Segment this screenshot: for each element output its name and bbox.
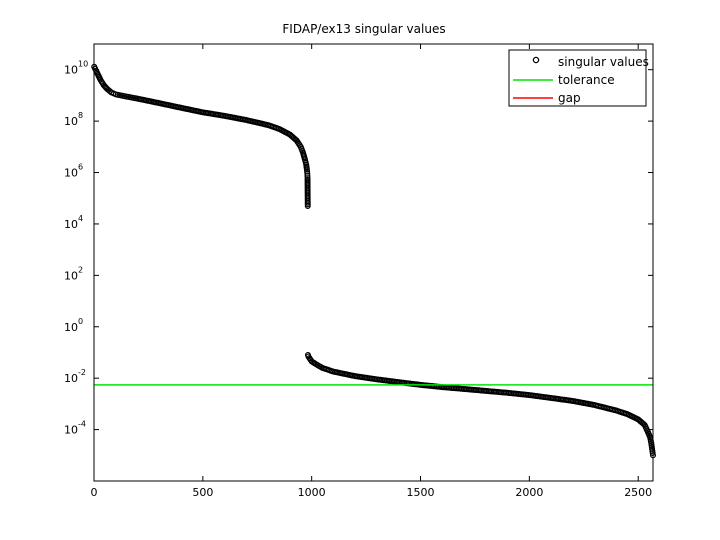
- legend-box: [508, 49, 647, 107]
- y-tick-label: 108: [64, 111, 83, 128]
- y-tick-label: 104: [64, 214, 83, 231]
- x-tick-label: 2000: [515, 486, 543, 499]
- x-tick-label: 1000: [298, 486, 326, 499]
- chart-title: FIDAP/ex13 singular values: [282, 22, 445, 36]
- legend-label: tolerance: [558, 73, 615, 87]
- y-tick-label: 10-2: [64, 368, 86, 385]
- plot-area: 0 500 1000 1500 2000 2500 10-4 10-2 100 102 104 106…: [64, 44, 656, 499]
- plot-frame: [93, 43, 654, 482]
- x-tick-label: 2500: [624, 486, 652, 499]
- legend-marker-singular-values: [532, 56, 540, 64]
- x-tick-label: 1500: [407, 486, 435, 499]
- x-tick-label: 500: [192, 486, 213, 499]
- legend-label: gap: [558, 91, 581, 105]
- y-tick-label: 102: [64, 265, 83, 282]
- legend-label: singular values: [558, 55, 649, 69]
- y-tick-label: 100: [64, 317, 83, 334]
- singular-value-point: [304, 172, 311, 179]
- x-tick-label: 0: [91, 486, 98, 499]
- legend: singular values tolerance gap: [508, 49, 649, 107]
- y-tick-label: 1010: [64, 60, 88, 77]
- singular-value-point: [304, 202, 311, 209]
- y-tick-label: 10-4: [64, 420, 86, 437]
- y-tick-label: 106: [64, 163, 83, 180]
